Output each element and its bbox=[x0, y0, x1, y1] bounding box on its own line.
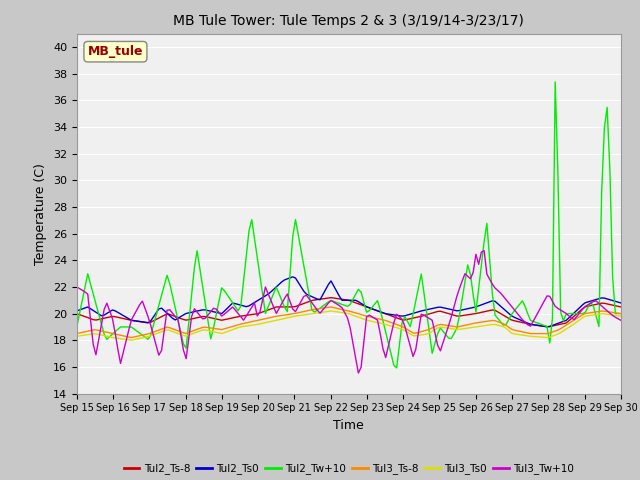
Tul3_Tw+10 bbox=[617, 317, 625, 323]
Tul3_Tw+10 bbox=[480, 248, 488, 253]
Tul3_Tw+10 bbox=[95, 337, 102, 343]
Tul3_Ts0 bbox=[327, 308, 335, 314]
Tul3_Ts0 bbox=[95, 332, 102, 337]
Tul3_Ts0 bbox=[595, 311, 603, 317]
Line: Tul3_Tw+10: Tul3_Tw+10 bbox=[77, 251, 621, 373]
Tul2_Ts-8 bbox=[576, 308, 584, 314]
Tul3_Ts-8 bbox=[73, 331, 81, 336]
Line: Tul2_Ts0: Tul2_Ts0 bbox=[77, 277, 621, 327]
Tul2_Tw+10 bbox=[73, 324, 81, 330]
Legend: Tul2_Ts-8, Tul2_Ts0, Tul2_Tw+10, Tul3_Ts-8, Tul3_Ts0, Tul3_Tw+10: Tul2_Ts-8, Tul2_Ts0, Tul2_Tw+10, Tul3_Ts… bbox=[120, 459, 578, 479]
Tul2_Ts-8 bbox=[327, 295, 335, 300]
Tul3_Tw+10 bbox=[73, 284, 81, 290]
Tul3_Ts-8 bbox=[177, 329, 184, 335]
Tul2_Ts-8 bbox=[95, 317, 102, 323]
Line: Tul2_Tw+10: Tul2_Tw+10 bbox=[77, 82, 621, 368]
Tul2_Tw+10 bbox=[106, 334, 113, 340]
Text: MB_tule: MB_tule bbox=[88, 45, 143, 58]
Tul3_Ts0 bbox=[177, 332, 184, 337]
Tul3_Tw+10 bbox=[355, 370, 362, 376]
Tul2_Tw+10 bbox=[95, 311, 102, 317]
Tul2_Ts-8 bbox=[218, 317, 225, 323]
Tul2_Ts0 bbox=[174, 315, 182, 321]
Tul2_Ts0 bbox=[617, 300, 625, 306]
Tul3_Ts-8 bbox=[576, 313, 584, 319]
Tul3_Ts0 bbox=[221, 330, 228, 336]
Tul3_Ts0 bbox=[73, 334, 81, 339]
Tul3_Tw+10 bbox=[595, 300, 603, 306]
Tul2_Ts0 bbox=[106, 309, 113, 314]
Tul2_Ts-8 bbox=[617, 304, 625, 310]
Tul2_Ts-8 bbox=[595, 301, 603, 307]
Tul2_Ts0 bbox=[576, 305, 584, 311]
Line: Tul3_Ts-8: Tul3_Ts-8 bbox=[77, 307, 621, 337]
Tul2_Tw+10 bbox=[393, 365, 401, 371]
Tul3_Ts-8 bbox=[95, 327, 102, 333]
Tul3_Ts-8 bbox=[127, 335, 135, 340]
Tul3_Ts-8 bbox=[221, 326, 228, 332]
Tul2_Ts0 bbox=[543, 324, 551, 330]
Tul3_Ts0 bbox=[106, 334, 113, 340]
Tul2_Ts-8 bbox=[543, 324, 551, 330]
Tul2_Tw+10 bbox=[617, 311, 625, 316]
Tul3_Tw+10 bbox=[218, 313, 225, 319]
Tul3_Tw+10 bbox=[576, 310, 584, 316]
Tul2_Ts0 bbox=[595, 296, 603, 301]
Tul3_Ts-8 bbox=[327, 304, 335, 310]
Tul3_Ts-8 bbox=[106, 330, 113, 336]
Tul3_Ts-8 bbox=[617, 311, 625, 316]
Tul2_Tw+10 bbox=[218, 285, 225, 291]
Tul2_Ts0 bbox=[289, 274, 296, 280]
Tul2_Tw+10 bbox=[595, 324, 603, 329]
Tul3_Tw+10 bbox=[174, 317, 182, 323]
Tul3_Ts0 bbox=[617, 313, 625, 319]
Tul2_Tw+10 bbox=[551, 79, 559, 85]
Tul2_Ts-8 bbox=[106, 314, 113, 320]
Y-axis label: Temperature (C): Temperature (C) bbox=[35, 163, 47, 264]
Title: MB Tule Tower: Tule Temps 2 & 3 (3/19/14-3/23/17): MB Tule Tower: Tule Temps 2 & 3 (3/19/14… bbox=[173, 14, 524, 28]
Tul3_Ts-8 bbox=[595, 309, 603, 314]
Line: Tul2_Ts-8: Tul2_Ts-8 bbox=[77, 298, 621, 327]
Tul2_Ts0 bbox=[218, 311, 225, 316]
Line: Tul3_Ts0: Tul3_Ts0 bbox=[77, 311, 621, 340]
Tul2_Tw+10 bbox=[174, 317, 182, 323]
X-axis label: Time: Time bbox=[333, 419, 364, 432]
Tul2_Ts-8 bbox=[174, 314, 182, 320]
Tul2_Ts0 bbox=[95, 311, 102, 317]
Tul2_Tw+10 bbox=[576, 311, 584, 316]
Tul2_Ts0 bbox=[73, 308, 81, 314]
Tul3_Tw+10 bbox=[106, 308, 113, 313]
Tul3_Ts0 bbox=[576, 317, 584, 323]
Tul2_Ts-8 bbox=[73, 311, 81, 316]
Tul3_Ts0 bbox=[127, 337, 135, 343]
